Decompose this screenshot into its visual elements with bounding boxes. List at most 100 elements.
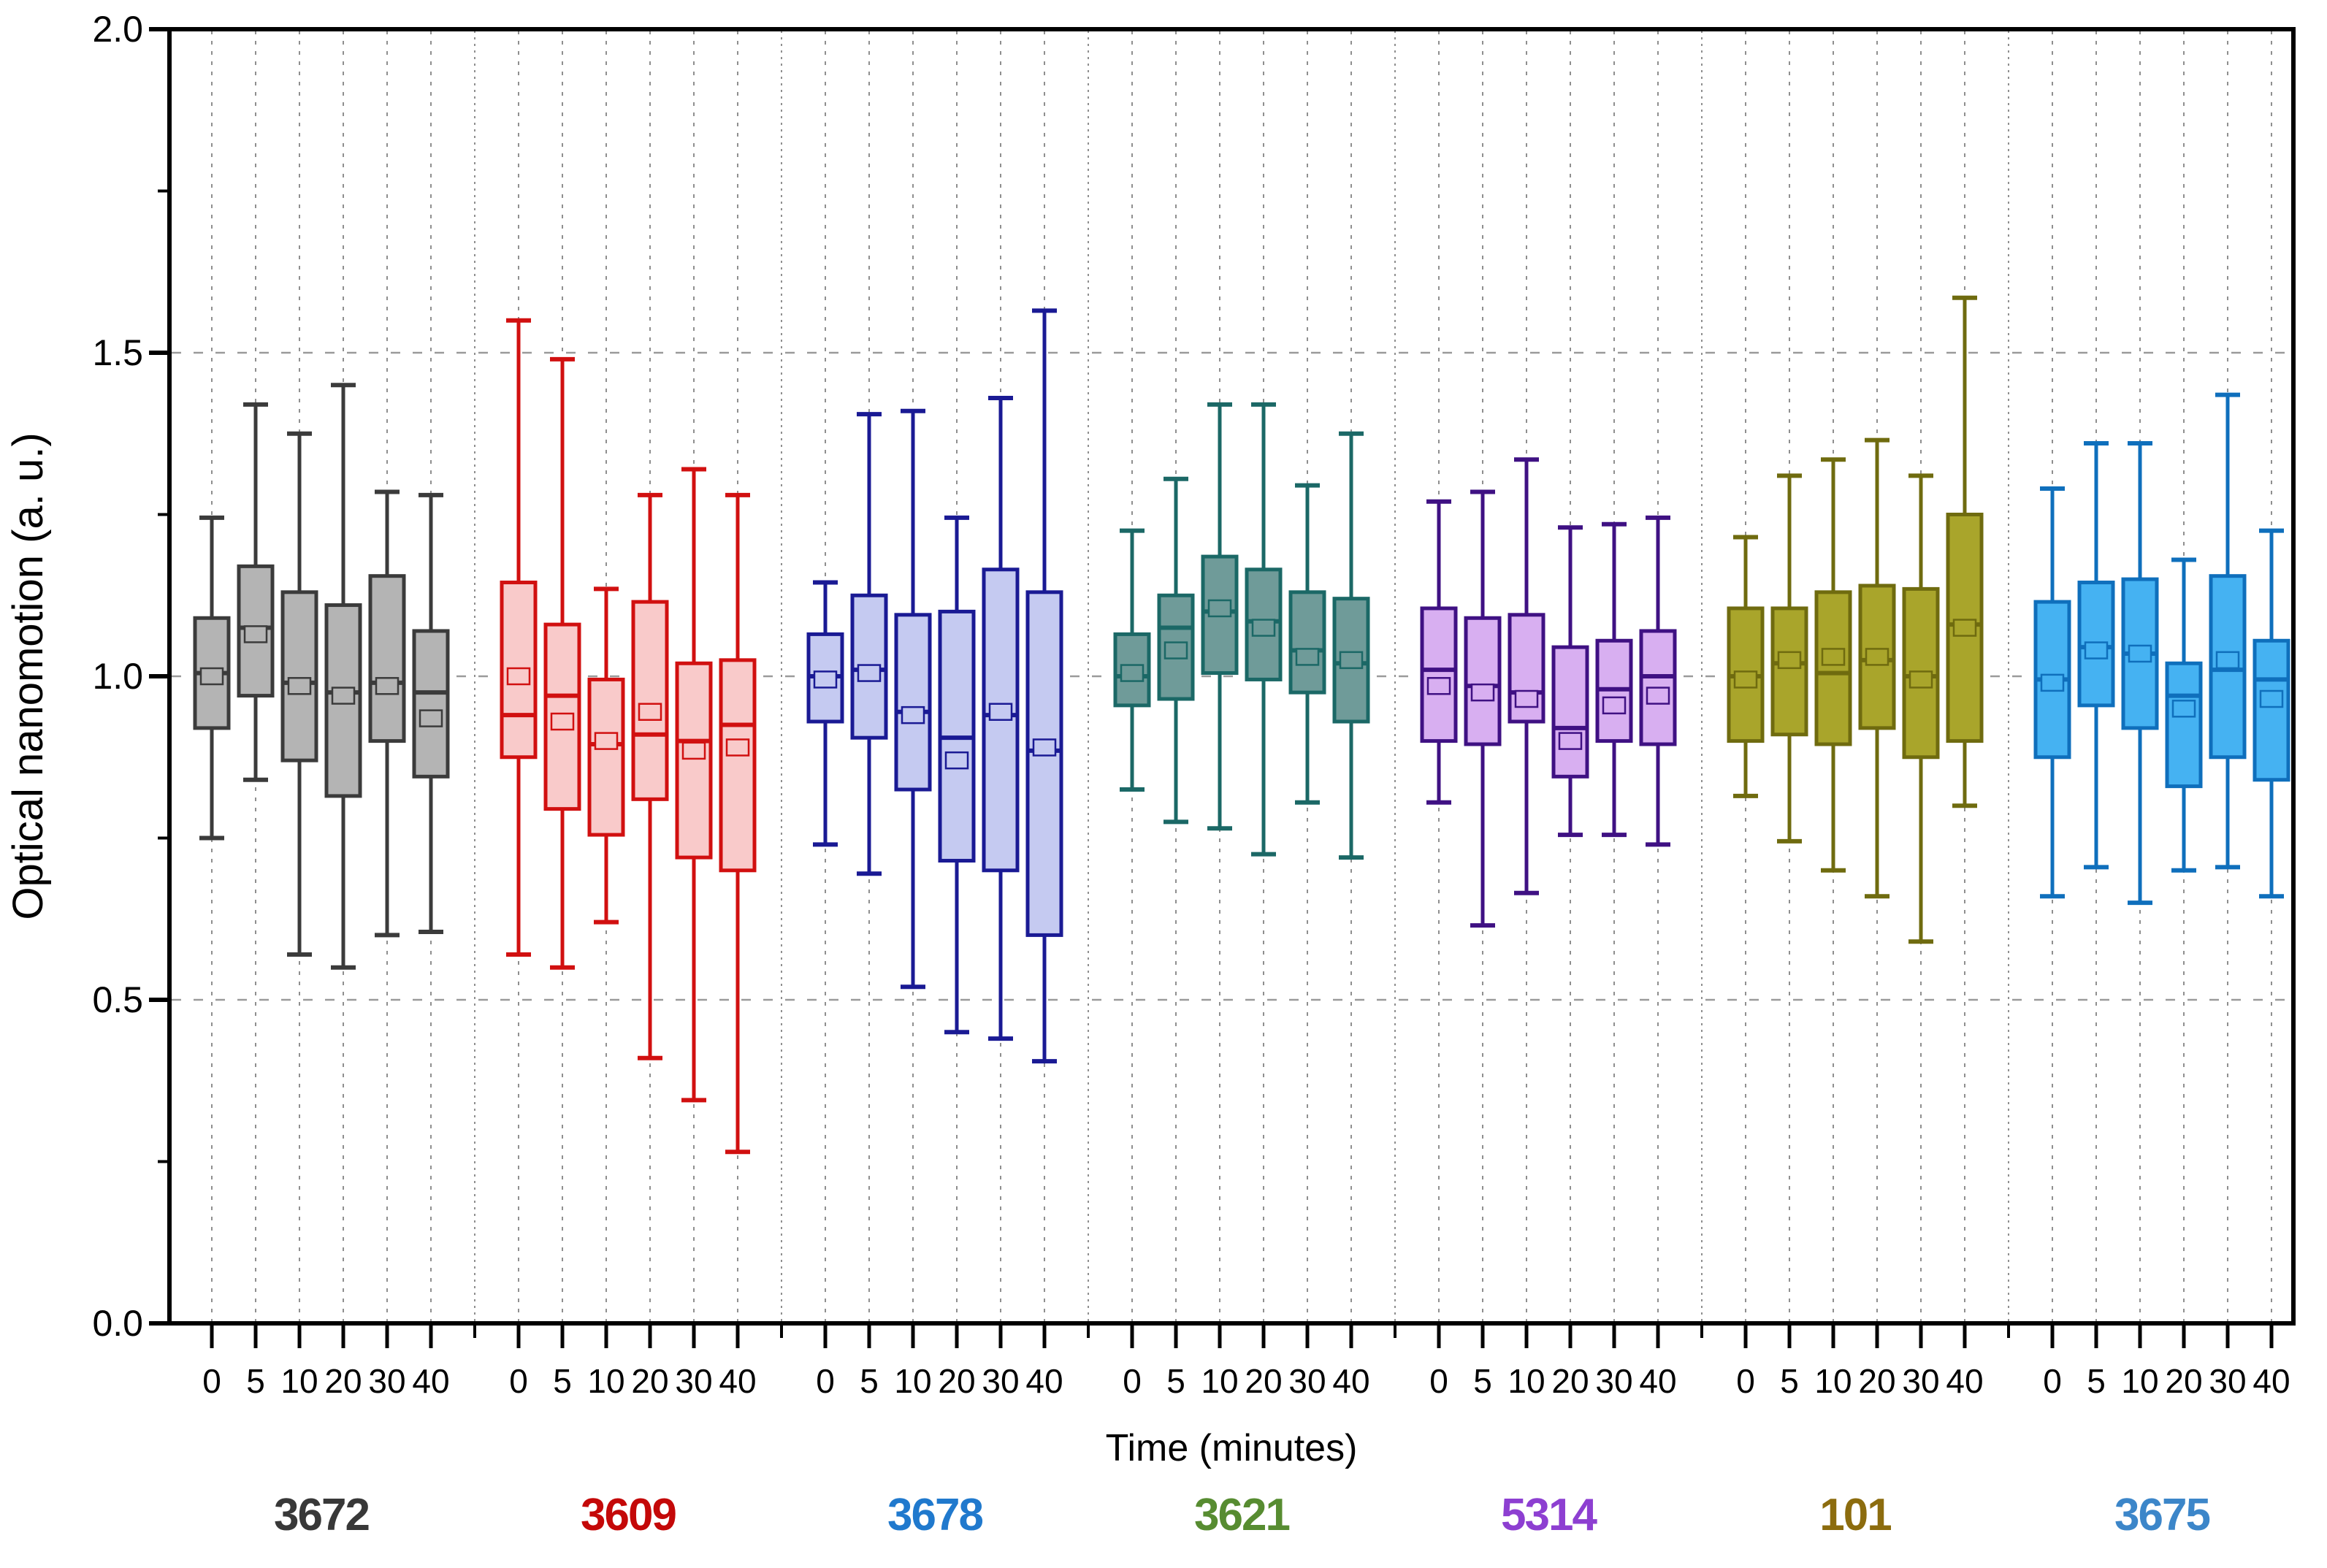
box-3678-t40: [1025, 308, 1063, 1064]
group-label-3621: 3621: [1194, 1490, 1289, 1540]
box-rect: [368, 574, 406, 743]
box-rect: [1420, 606, 1458, 743]
x-tick-label: 0: [1123, 1362, 1142, 1400]
x-tick-label: 40: [1025, 1362, 1063, 1400]
box-rect: [1464, 616, 1502, 746]
x-tick-label: 5: [1166, 1362, 1185, 1400]
box-rect: [2253, 638, 2290, 782]
box-rect: [1814, 590, 1852, 746]
box-rect: [1025, 590, 1063, 937]
mean-marker: [857, 664, 882, 682]
box-5314-t5: [1464, 489, 1502, 928]
group-label-3678: 3678: [887, 1490, 982, 1540]
box-3609-t20: [631, 492, 669, 1060]
x-tick-label: 10: [894, 1362, 931, 1400]
mean-marker: [1426, 677, 1451, 695]
mean-marker: [594, 732, 619, 750]
mean-marker: [1251, 619, 1276, 637]
group-label-101: 101: [1819, 1490, 1891, 1540]
box-3621-t30: [1288, 483, 1326, 805]
box-3621-t10: [1201, 402, 1239, 831]
x-tick-label: 30: [2209, 1362, 2246, 1400]
box-3672-t5: [237, 402, 275, 782]
x-tick-label: 0: [1736, 1362, 1755, 1400]
box-3621-t20: [1245, 402, 1283, 857]
mean-marker: [1777, 651, 1802, 670]
x-tick-label: 20: [2165, 1362, 2202, 1400]
mean-marker: [725, 738, 750, 757]
mean-marker: [681, 741, 706, 760]
x-tick-label: 5: [2087, 1362, 2106, 1400]
group-label-5314: 5314: [1501, 1490, 1597, 1540]
box-3675-t20: [2165, 557, 2203, 873]
x-tick-label: 30: [675, 1362, 712, 1400]
mean-marker: [2259, 689, 2284, 708]
box-3678-t5: [850, 412, 888, 876]
box-3675-t10: [2121, 441, 2159, 906]
box-101-t20: [1858, 437, 1896, 899]
box-3609-t0: [500, 318, 538, 957]
box-rect: [631, 600, 669, 801]
box-3609-t40: [719, 492, 757, 1155]
x-tick-label: 5: [1473, 1362, 1492, 1400]
x-tick-label: 10: [2121, 1362, 2158, 1400]
x-tick-label: 0: [1429, 1362, 1448, 1400]
x-tick-label: 30: [1902, 1362, 1939, 1400]
y-tick-label: 1.5: [92, 332, 143, 373]
mean-marker: [199, 667, 224, 686]
x-tick-label: 20: [631, 1362, 668, 1400]
box-3609-t30: [675, 467, 713, 1103]
box-3678-t10: [894, 408, 932, 990]
box-101-t0: [1727, 535, 1765, 798]
x-tick-label: 30: [982, 1362, 1019, 1400]
box-5314-t0: [1420, 499, 1458, 805]
box-5314-t10: [1508, 457, 1545, 895]
box-rect: [1551, 645, 1589, 779]
x-tick-label: 20: [324, 1362, 362, 1400]
mean-marker: [2215, 651, 2240, 670]
box-101-t5: [1770, 473, 1808, 844]
x-tick-label: 40: [1946, 1362, 1983, 1400]
y-axis-title: Optical nanomotion (a. u.): [4, 432, 52, 919]
box-rect: [719, 658, 757, 873]
box-5314-t20: [1551, 525, 1589, 838]
x-tick-label: 40: [719, 1362, 756, 1400]
mean-marker: [2084, 641, 2109, 659]
x-tick-label: 5: [246, 1362, 265, 1400]
mean-marker: [1295, 648, 1320, 666]
box-5314-t30: [1595, 521, 1633, 838]
box-layer: [193, 295, 2290, 1155]
box-3672-t40: [412, 492, 450, 934]
x-tick-label: 30: [368, 1362, 405, 1400]
box-3675-t30: [2209, 392, 2247, 870]
mean-marker: [2171, 700, 2196, 718]
mean-marker: [331, 687, 356, 705]
mean-marker: [2040, 673, 2065, 692]
mean-marker: [1120, 664, 1145, 682]
mean-marker: [287, 677, 312, 695]
mean-marker: [375, 677, 400, 695]
mean-marker: [1865, 648, 1890, 666]
box-3672-t30: [368, 489, 406, 938]
mean-marker: [1032, 738, 1057, 757]
x-tick-label: 5: [1780, 1362, 1799, 1400]
x-tick-label: 40: [1639, 1362, 1676, 1400]
box-rect: [2165, 661, 2203, 789]
box-3672-t20: [324, 383, 362, 970]
x-tick-label: 0: [509, 1362, 528, 1400]
x-tick-label: 20: [938, 1362, 975, 1400]
x-tick-label: 30: [1288, 1362, 1326, 1400]
box-rect: [1288, 590, 1326, 695]
box-3609-t10: [587, 586, 625, 925]
plot-frame: [167, 27, 2296, 1326]
y-tick-label: 1.0: [92, 656, 143, 697]
box-3621-t5: [1157, 476, 1195, 825]
mean-marker: [901, 705, 925, 724]
x-tick-label: 30: [1595, 1362, 1632, 1400]
box-rect: [412, 629, 450, 779]
mean-marker: [1602, 696, 1627, 715]
mean-marker: [1646, 687, 1670, 705]
box-101-t30: [1902, 473, 1940, 944]
mean-marker: [1821, 648, 1846, 666]
